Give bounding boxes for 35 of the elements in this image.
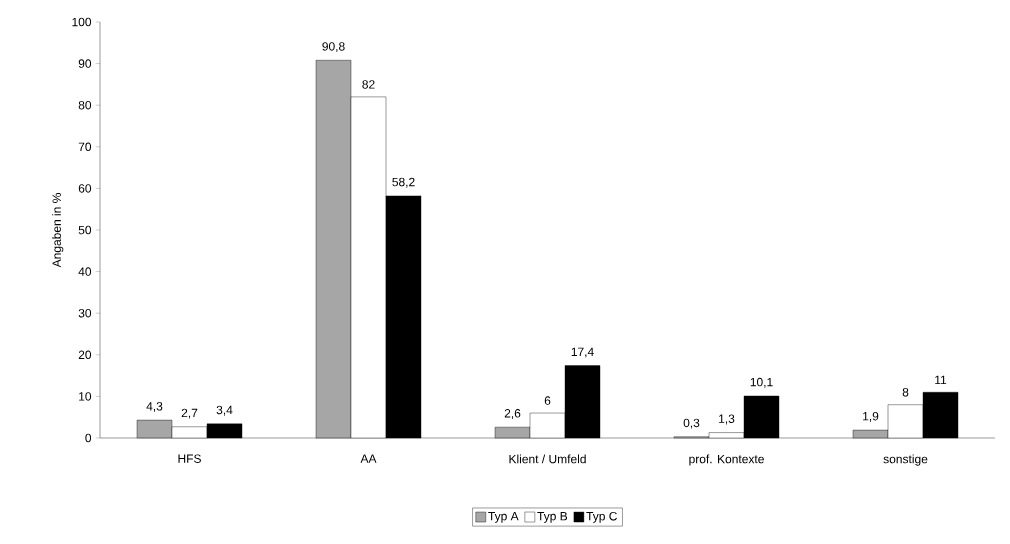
data-label: 2,6 xyxy=(504,409,521,419)
x-tick-label: sonstige xyxy=(883,454,928,466)
legend-label: Typ A xyxy=(488,512,519,523)
data-label: 17,4 xyxy=(571,347,594,358)
y-tick-label: 60 xyxy=(78,184,92,193)
x-tick-label: prof. Kontexte xyxy=(689,454,764,466)
y-axis-title: Angaben in % xyxy=(52,193,64,268)
data-label: 6 xyxy=(544,396,551,405)
y-tick-label: 20 xyxy=(78,350,92,360)
x-tick-label: AA xyxy=(360,454,377,463)
data-label: 4,3 xyxy=(146,402,163,412)
y-tick-label: 30 xyxy=(78,308,92,318)
y-tick-label: 70 xyxy=(78,142,92,152)
data-label: 58,2 xyxy=(392,177,415,188)
y-tick-label: 10 xyxy=(79,392,92,401)
data-label: 1,9 xyxy=(863,411,879,422)
data-label: 90,8 xyxy=(322,42,345,53)
data-label: 0,3 xyxy=(683,418,700,429)
data-label: 82 xyxy=(362,80,375,89)
data-label: 1,3 xyxy=(719,414,735,425)
y-tick-label: 0 xyxy=(85,433,92,443)
data-label: 2,7 xyxy=(181,408,198,419)
x-tick-label: Klient / Umfeld xyxy=(509,454,586,464)
x-tick-label: HFS xyxy=(178,454,201,463)
y-tick-label: 90 xyxy=(78,59,92,68)
y-tick-label: 80 xyxy=(78,100,92,110)
legend-label: Typ C xyxy=(586,511,617,523)
legend-label: Typ B xyxy=(537,512,568,523)
data-label: 11 xyxy=(935,375,947,385)
data-label: 3,4 xyxy=(216,405,233,416)
data-label: 8 xyxy=(902,388,909,397)
y-tick-label: 100 xyxy=(72,17,92,27)
data-label: 10,1 xyxy=(750,377,773,388)
y-tick-label: 40 xyxy=(78,267,92,276)
y-tick-label: 50 xyxy=(78,225,92,235)
